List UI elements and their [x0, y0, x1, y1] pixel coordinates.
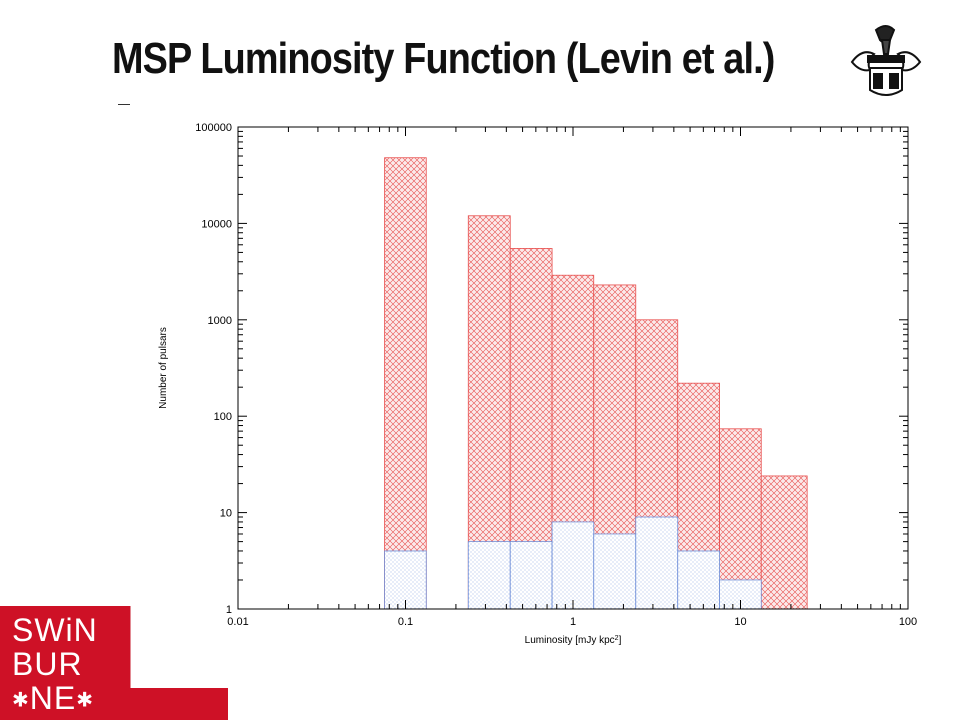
- bar-blue: [384, 550, 427, 610]
- bar-red: [384, 157, 427, 610]
- x-tick-label: 0.1: [398, 616, 413, 628]
- luminosity-histogram: 0.01 0.1 1 10 100 1 10 100 1000 10000 100000 Lumin…: [150, 115, 930, 675]
- bar-red: [719, 428, 762, 610]
- y-axis-label: Number of pulsars: [158, 327, 169, 409]
- series-blue-bars: [384, 516, 762, 610]
- logo-line-3: ✱NE✱: [12, 680, 94, 716]
- logo-bar: [130, 688, 228, 720]
- bar-blue: [467, 541, 511, 610]
- bar-blue: [509, 541, 553, 610]
- y-tick-label: 100000: [195, 122, 232, 134]
- slide-title: MSP Luminosity Function (Levin et al.): [112, 34, 775, 83]
- logo-star-icon: ✱: [12, 689, 30, 712]
- x-tick-label: 1: [570, 616, 576, 628]
- swinburne-logo: SWiN BUR ✱NE✱: [0, 606, 130, 720]
- axis-ticks: [237, 126, 909, 610]
- logo-line-1: SWiN: [12, 612, 98, 648]
- axis-tick-labels: 0.01 0.1 1 10 100 1 10 100 1000 10000 100000: [195, 122, 917, 628]
- bar-blue: [677, 550, 720, 610]
- bar-blue: [635, 516, 679, 610]
- x-tick-label: 100: [899, 616, 917, 628]
- y-tick-label: 100: [214, 411, 232, 423]
- y-tick-label: 10: [220, 508, 232, 520]
- logo-line-2: BUR: [12, 646, 83, 682]
- x-tick-label: 0.01: [227, 616, 248, 628]
- logo-star-icon: ✱: [76, 689, 94, 712]
- chart-canvas: 0.01 0.1 1 10 100 1 10 100 1000 10000 100000 Lumin…: [158, 122, 917, 647]
- bar-blue: [593, 533, 637, 610]
- y-tick-label: 10000: [201, 218, 232, 230]
- x-tick-label: 10: [734, 616, 746, 628]
- bar-blue: [551, 521, 595, 610]
- y-tick-label: 1000: [208, 315, 232, 327]
- bar-red: [760, 475, 808, 610]
- title-mark: [118, 104, 130, 105]
- x-axis-label: Luminosity [mJy kpc2]: [525, 635, 622, 647]
- logo-divider: [130, 606, 131, 688]
- y-tick-label: 1: [226, 604, 232, 616]
- university-crest-icon: [850, 25, 922, 96]
